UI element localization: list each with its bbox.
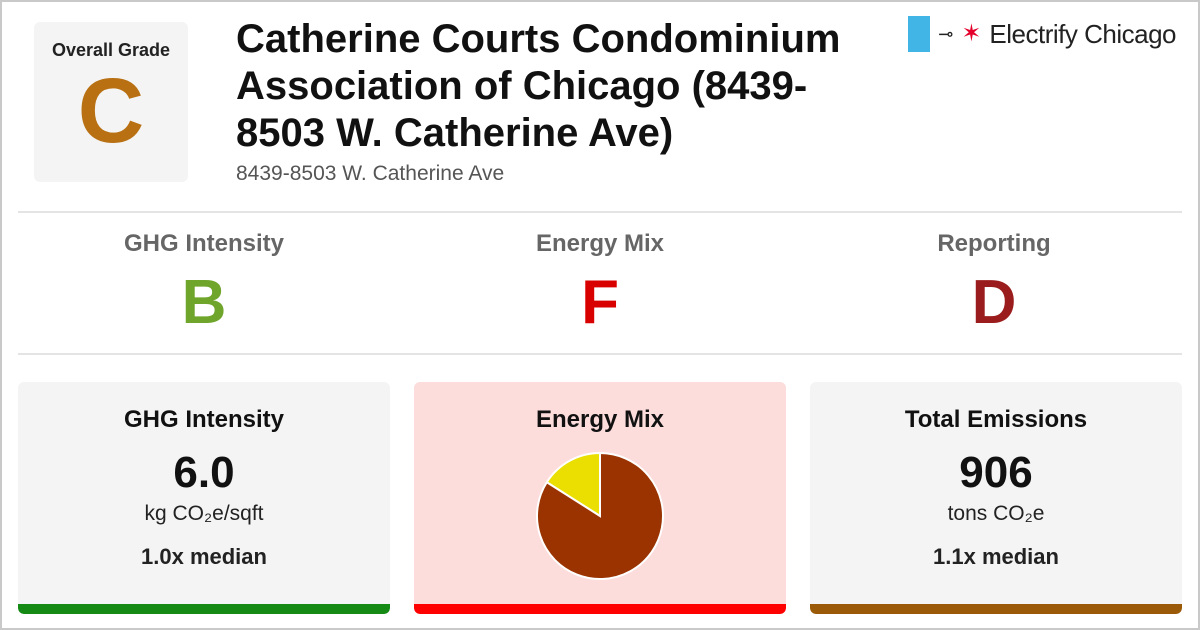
grade-reporting: Reporting D — [824, 230, 1164, 334]
divider — [18, 353, 1182, 355]
card-title: Total Emissions — [904, 406, 1088, 433]
brand-name: Electrify Chicago — [989, 18, 1176, 49]
ghg-intensity-median: 1.0x median — [141, 544, 267, 569]
overall-grade-label: Overall Grade — [51, 40, 171, 60]
grade-letter: B — [181, 268, 227, 337]
electrify-chicago-logo[interactable]: ⊸ ✶ Electrify Chicago — [908, 16, 1176, 52]
ghg-intensity-unit: kg CO₂e/sqft — [144, 502, 264, 525]
grade-ghg-intensity: GHG Intensity B — [34, 230, 374, 334]
overall-grade-letter: C — [77, 60, 145, 162]
energy-mix-pie-chart — [536, 451, 664, 580]
grade-label: Energy Mix — [535, 230, 665, 257]
grade-color-bar — [18, 604, 390, 614]
card-title: Energy Mix — [535, 406, 665, 433]
plug-icon: ⊸ — [938, 23, 954, 44]
total-emissions-unit: tons CO₂e — [947, 502, 1045, 525]
grade-label: Reporting — [937, 230, 1051, 257]
total-emissions-median: 1.1x median — [933, 544, 1059, 569]
total-emissions-card: Total Emissions 906 tons CO₂e 1.1x media… — [810, 382, 1182, 614]
chicago-flag-bar-icon — [908, 16, 931, 52]
grade-letter: D — [971, 268, 1017, 337]
ghg-intensity-card: GHG Intensity 6.0 kg CO₂e/sqft 1.0x medi… — [18, 382, 390, 614]
energy-mix-card: Energy Mix — [414, 382, 786, 614]
grade-label: GHG Intensity — [123, 230, 285, 257]
building-address: 8439-8503 W. Catherine Ave — [236, 162, 505, 185]
pie-slice — [545, 451, 601, 518]
chicago-star-icon: ✶ — [961, 20, 982, 47]
grade-energy-mix: Energy Mix F — [430, 230, 770, 334]
total-emissions-value: 906 — [959, 448, 1033, 497]
overall-grade-box: Overall Grade C — [34, 22, 188, 182]
grade-color-bar — [414, 604, 786, 614]
grade-letter: F — [581, 268, 619, 337]
pie-slice — [536, 451, 664, 580]
grade-color-bar — [810, 604, 1182, 614]
divider — [18, 211, 1182, 213]
card-title: GHG Intensity — [123, 406, 285, 433]
ghg-intensity-value: 6.0 — [173, 448, 235, 497]
building-title: Catherine Courts Condominium Association… — [236, 17, 841, 155]
